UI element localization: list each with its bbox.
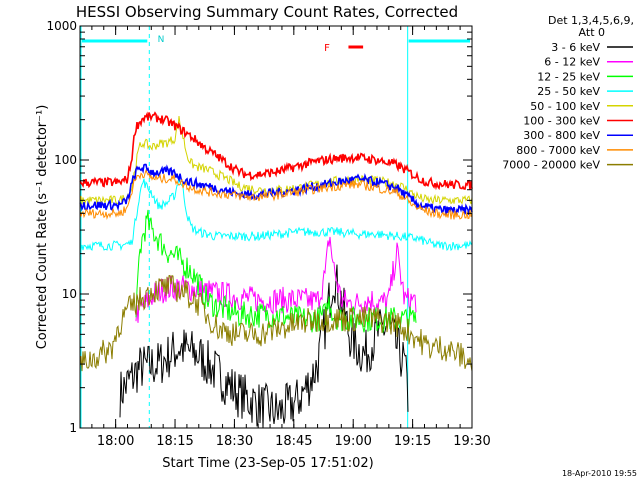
x-tick-label: 19:30 <box>453 434 490 449</box>
legend-label: 25 - 50 keV <box>537 85 600 98</box>
series-line <box>79 168 473 220</box>
x-tick-label: 18:00 <box>97 434 134 449</box>
flare-label: F <box>324 43 330 54</box>
series-line <box>119 264 409 429</box>
series-line <box>79 111 473 191</box>
axis-layer: 1 10 100 1000 18:00 18:15 18:30 18:45 19:00 19:15… <box>46 19 490 449</box>
legend-label: 800 - 7000 keV <box>516 144 600 157</box>
chart-title: HESSI Observing Summary Count Rates, Cor… <box>76 3 458 21</box>
footer-timestamp: 18-Apr-2010 19:55 <box>562 469 637 478</box>
plot-area <box>79 26 473 429</box>
x-tick-label: 18:45 <box>275 434 312 449</box>
legend-label: 300 - 800 keV <box>523 129 600 142</box>
legend-label: 7000 - 20000 keV <box>502 159 600 172</box>
legend-label: 100 - 300 keV <box>523 115 600 128</box>
series-line <box>79 163 473 216</box>
x-axis-label: Start Time (23-Sep-05 17:51:02) <box>162 456 373 471</box>
legend-label: 50 - 100 keV <box>530 100 600 113</box>
y-tick-label: 1000 <box>46 19 77 33</box>
night-label: N <box>158 35 165 45</box>
legend: Det 1,3,4,5,6,9, Att 0 3 - 6 keV 6 - 12 k… <box>502 14 634 172</box>
legend-label: 3 - 6 keV <box>551 41 600 54</box>
y-tick-label: 10 <box>62 287 77 301</box>
series-line <box>135 236 417 323</box>
y-tick-label: 100 <box>54 153 77 167</box>
series-line <box>79 116 473 205</box>
x-tick-label: 19:15 <box>394 434 431 449</box>
y-tick-label: 1 <box>69 421 77 435</box>
legend-header-1: Det 1,3,4,5,6,9, <box>548 14 634 27</box>
legend-header-2: Att 0 <box>579 26 605 39</box>
series-line <box>79 175 473 252</box>
x-tick-label: 18:30 <box>216 434 253 449</box>
y-axis-label: Corrected Count Rate (s⁻¹ detector⁻¹) <box>35 105 50 350</box>
x-tick-label: 18:15 <box>156 434 193 449</box>
series-line <box>79 274 473 372</box>
legend-label: 12 - 25 keV <box>537 70 600 83</box>
plot-frame <box>79 25 473 429</box>
legend-label: 6 - 12 keV <box>544 56 600 69</box>
x-tick-label: 19:00 <box>334 434 371 449</box>
